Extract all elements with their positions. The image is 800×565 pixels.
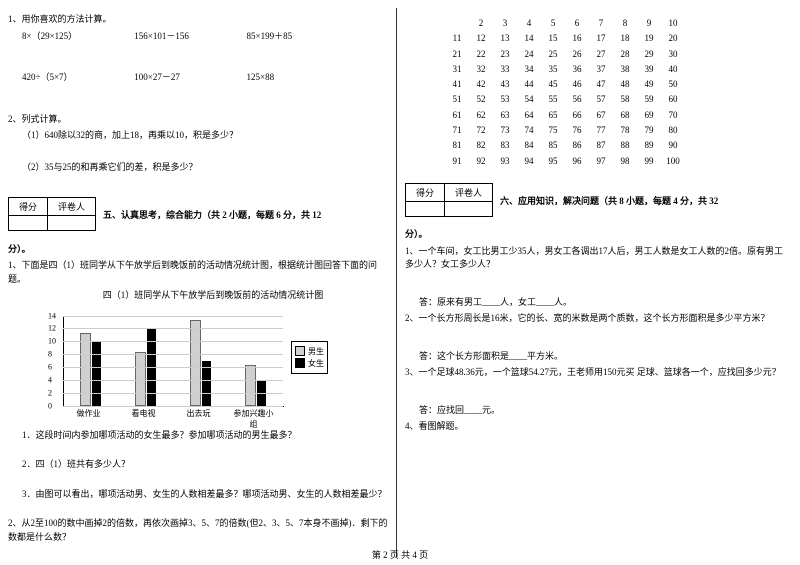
s5q1c: 3．由图可以看出，哪项活动男、女生的人数相差最多？哪项活动男、女生的人数相差最少… [22,488,388,502]
grader-cell: 评卷人 [445,183,493,201]
section5-tail: 分）。 [8,243,388,257]
q1-title: 1、用你喜欢的方法计算。 [8,13,388,27]
expr: 125×88 [247,71,347,85]
r-q2: 2、一个长方形周长是16米，它的长、宽的米数是两个质数，这个长方形面积是多少平方… [405,312,785,326]
r-q3: 3、一个足球48.36元，一个篮球54.27元，王老师用150元买 足球、篮球各… [405,366,785,380]
q2a: （1）640除以32的商，加上18，再乘以10，积是多少？ [22,129,388,143]
expr: 8×（29×125） [22,30,132,44]
q1-row1: 8×（29×125） 156×101－156 85×199＋85 [22,30,388,44]
score-box: 得分评卷人 [405,183,493,217]
score-cell: 得分 [406,183,445,201]
r-q1: 1、一个车间，女工比男工少35人，男女工各调出17人后，男工人数是女工人数的2倍… [405,245,785,272]
chart-legend: 男生 女生 [291,341,328,374]
expr: 156×101－156 [134,30,244,44]
section6-tail: 分）。 [405,228,785,242]
expr: 85×199＋85 [247,30,347,44]
chart-title: 四（1）班同学从下午放学后到晚饭前的活动情况统计图 [38,289,388,303]
page-footer: 第 2 页 共 4 页 [0,548,800,561]
score-cell: 得分 [9,198,48,216]
grader-cell: 评卷人 [48,198,96,216]
section5-title: 五、认真思考，综合能力（共 2 小题，每题 6 分，共 12 [103,209,388,223]
bar-chart: 男生 女生 02468101214做作业看电视出去玩参加兴趣小组 [38,311,318,421]
q1-row2: 420÷（5×7） 100×27－27 125×88 [22,71,388,85]
section6-title: 六、应用知识，解决问题（共 8 小题，每题 4 分，共 32 [500,195,785,209]
right-column: 2345678910111213141516171819202122232425… [397,0,793,565]
q2-title: 2、列式计算。 [8,113,388,127]
number-grid: 2345678910111213141516171819202122232425… [445,16,785,169]
r-a2: 答：这个长方形面积是____平方米。 [419,350,785,364]
q2b: （2）35与25的和再乘它们的差，积是多少？ [22,161,388,175]
legend-boy: 男生 [308,346,324,357]
score-box: 得分评卷人 [8,197,96,231]
r-a1: 答：原来有男工____人，女工____人。 [419,296,785,310]
legend-girl: 女生 [308,358,324,369]
left-column: 1、用你喜欢的方法计算。 8×（29×125） 156×101－156 85×1… [0,0,396,565]
s5q2: 2、从2至100的数中画掉2的倍数，再依次画掉3、5、7的倍数(但2、3、5、7… [8,517,388,544]
s5q1a: 1．这段时间内参加哪项活动的女生最多？参加哪项活动的男生最多？ [22,429,388,443]
s5q1b: 2．四（1）班共有多少人？ [22,458,388,472]
s5q1-title: 1、下面是四（1）班同学从下午放学后到晚饭前的活动情况统计图，根据统计图回答下面… [8,259,388,286]
r-q4: 4、看图解题。 [405,420,785,434]
expr: 100×27－27 [134,71,244,85]
expr: 420÷（5×7） [22,71,132,85]
r-a3: 答：应找回____元。 [419,404,785,418]
